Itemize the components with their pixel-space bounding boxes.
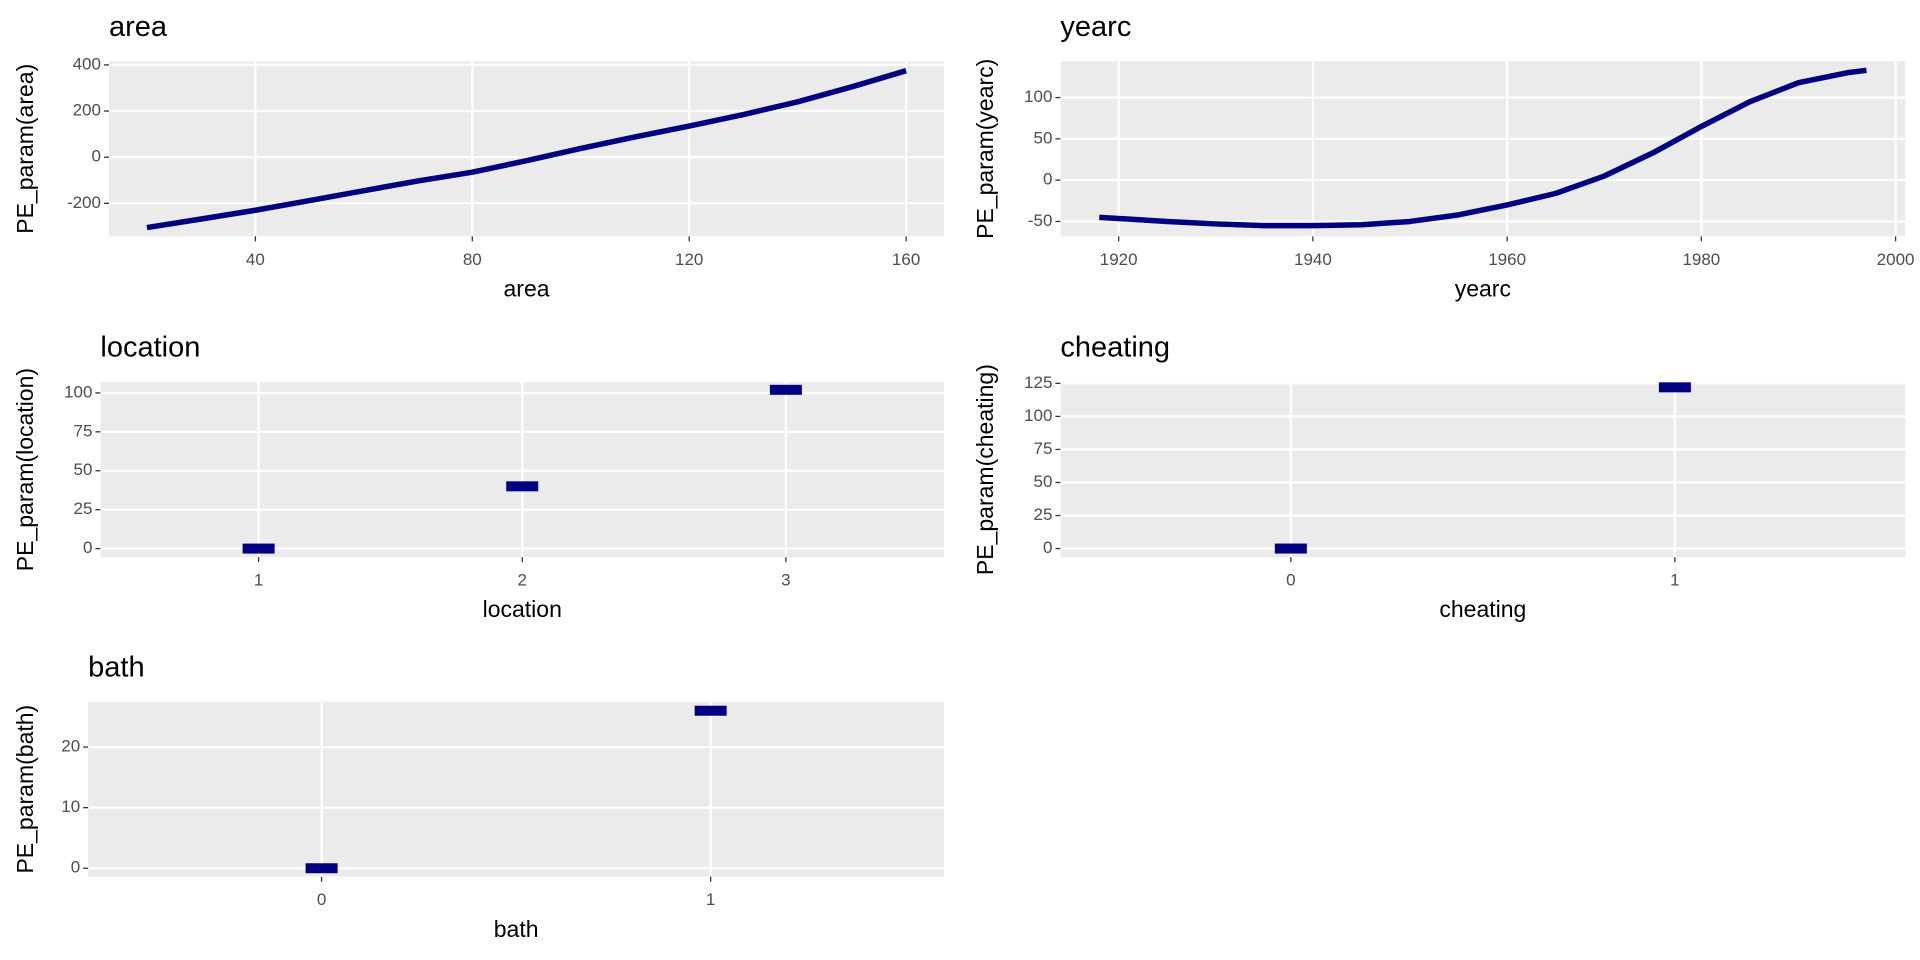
x-tick-label: 1960: [1488, 250, 1526, 269]
y-tick-label: 200: [73, 101, 101, 120]
y-tick-label: 25: [1033, 505, 1052, 524]
y-tick-label: 0: [92, 147, 101, 166]
effect-bar: [242, 543, 275, 554]
panel-background: [108, 61, 945, 237]
y-tick-label: 0: [1043, 538, 1052, 557]
x-tick-label: 2: [518, 571, 527, 590]
effect-bar: [305, 863, 338, 874]
effect-bar: [769, 384, 802, 395]
x-tick-label: 0: [317, 890, 326, 909]
x-tick-label: 120: [675, 250, 703, 269]
y-tick-label: 20: [61, 737, 80, 756]
effect-line: [146, 68, 907, 231]
x-tick-label: 1940: [1294, 250, 1332, 269]
y-tick-label: 100: [1024, 87, 1052, 106]
x-tick-label: 80: [463, 250, 482, 269]
x-tick-label: 2000: [1877, 250, 1915, 269]
y-tick-label: 10: [61, 797, 80, 816]
y-tick-label: 50: [1033, 472, 1052, 491]
y-tick-label: 0: [83, 538, 92, 557]
y-tick-label: -200: [67, 193, 101, 212]
panel-title: yearc: [1060, 11, 1131, 43]
x-tick-label: 3: [781, 571, 790, 590]
effect-line: [1099, 67, 1867, 229]
y-axis-title: PE_param(location): [12, 368, 38, 571]
y-tick-label: 100: [1024, 406, 1052, 425]
effect-bar: [694, 705, 727, 716]
y-tick-label: -50: [1028, 211, 1053, 230]
panel-title: bath: [88, 651, 144, 683]
x-tick-label: 40: [246, 250, 265, 269]
x-tick-label: 0: [1286, 571, 1295, 590]
y-tick-label: 75: [73, 421, 92, 440]
effect-bar: [1658, 382, 1691, 393]
x-tick-label: 1920: [1100, 250, 1138, 269]
y-axis-title: PE_param(area): [12, 64, 38, 234]
effect-bar: [506, 481, 539, 492]
x-axis-title: cheating: [1439, 596, 1526, 622]
x-tick-label: 1: [254, 571, 263, 590]
panel-background: [88, 701, 945, 877]
y-tick-label: 50: [73, 460, 92, 479]
x-tick-label: 1: [706, 890, 715, 909]
y-tick-label: 75: [1033, 439, 1052, 458]
y-tick-label: 100: [64, 382, 92, 401]
panel-title: cheating: [1060, 332, 1170, 364]
effect-bar: [1274, 543, 1307, 554]
y-tick-label: 0: [1043, 170, 1052, 189]
x-axis-title: yearc: [1455, 275, 1511, 301]
y-tick-label: 400: [73, 54, 101, 73]
panel-title: area: [109, 11, 168, 43]
panel-background: [1060, 382, 1906, 558]
panel-title: location: [100, 332, 200, 364]
x-tick-label: 160: [892, 250, 920, 269]
x-tick-label: 1: [1670, 571, 1679, 590]
y-tick-label: 25: [73, 499, 92, 518]
x-axis-title: area: [504, 275, 550, 301]
x-axis-title: bath: [494, 916, 539, 942]
y-axis-title: PE_param(bath): [12, 705, 38, 874]
x-axis-title: location: [483, 596, 562, 622]
y-axis-title: PE_param(cheating): [972, 364, 998, 575]
x-tick-label: 1980: [1682, 250, 1720, 269]
y-tick-label: 125: [1024, 373, 1052, 392]
y-tick-label: 50: [1033, 128, 1052, 147]
y-tick-label: 0: [71, 858, 80, 877]
y-axis-title: PE_param(yearc): [972, 59, 998, 239]
